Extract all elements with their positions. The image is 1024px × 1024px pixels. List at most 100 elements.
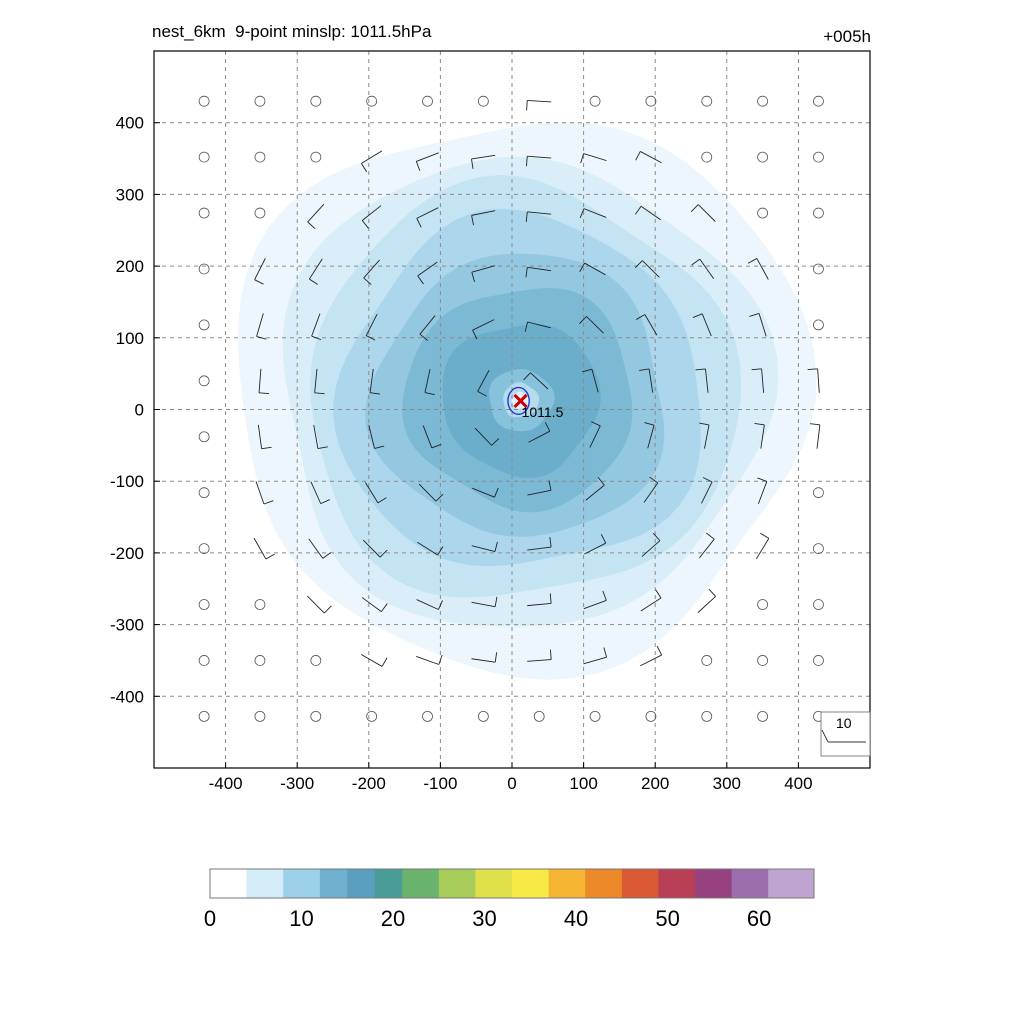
- colorbar-segment-4: [347, 869, 376, 898]
- calm-marker-122: [757, 207, 768, 219]
- x-tick-label-7: 300: [713, 774, 741, 793]
- colorbar-segment-16: [768, 869, 815, 898]
- wind-barb-flag-41: [370, 392, 381, 395]
- wind-barb-flag-38: [361, 220, 369, 229]
- calm-marker-48: [422, 95, 433, 107]
- calm-marker-132: [813, 95, 824, 107]
- wind-barb-126: [760, 424, 765, 449]
- wind-barb-20: [253, 537, 267, 560]
- wind-barb-flag-93: [602, 590, 607, 601]
- wind-barb-flag-55: [435, 493, 444, 502]
- wind-barb-flag-89: [582, 368, 593, 373]
- wind-barb-flag-76: [524, 321, 528, 332]
- wind-barb-flag-117: [708, 588, 716, 597]
- wind-barb-30: [313, 424, 319, 449]
- y-tick-label-6: -200: [110, 544, 144, 563]
- x-tick-label-2: -200: [352, 774, 386, 793]
- wind-barb-flag-67: [494, 487, 499, 498]
- wind-barb-66: [474, 427, 493, 446]
- x-tick-label-4: 0: [507, 774, 516, 793]
- colorbar-tick-label-2: 20: [381, 906, 405, 931]
- wind-barb-19: [255, 481, 265, 505]
- wind-barb-flag-17: [259, 392, 270, 395]
- wind-barb-flag-50: [416, 218, 422, 228]
- calm-marker-1: [198, 151, 210, 163]
- wind-barb-67: [472, 487, 495, 498]
- wind-barb-flag-42: [374, 445, 385, 449]
- wind-barb-flag-82: [550, 649, 552, 660]
- wind-barb-55: [418, 483, 437, 502]
- calm-marker-3: [198, 263, 210, 275]
- wind-barb-90: [589, 425, 601, 448]
- wind-barb-flag-80: [549, 537, 552, 548]
- wind-barb-flag-101: [639, 368, 650, 371]
- wind-barb-85: [583, 153, 607, 162]
- wind-barb-flag-123: [747, 258, 758, 264]
- wind-barb-112: [701, 313, 712, 337]
- wind-barb-flag-18: [261, 446, 272, 450]
- calm-marker-0: [198, 95, 210, 107]
- wind-barb-69: [471, 601, 496, 608]
- colorbar-tick-label-6: 60: [747, 906, 771, 931]
- colorbar-tick-label-3: 30: [472, 906, 496, 931]
- wind-barb-flag-99: [635, 260, 643, 268]
- calm-marker-36: [366, 95, 378, 107]
- calm-marker-34: [310, 655, 322, 666]
- wind-barb-flag-65: [477, 390, 487, 397]
- calm-marker-96: [645, 95, 657, 107]
- wind-barb-52: [419, 315, 436, 335]
- wind-barb-18: [257, 424, 263, 449]
- x-tick-label-6: 200: [641, 774, 669, 793]
- wind-barb-flag-15: [254, 279, 264, 285]
- calm-marker-142: [813, 655, 824, 666]
- calm-marker-21: [254, 599, 266, 610]
- storm-center-marker-stroke: [513, 393, 528, 408]
- x-tick-label-5: 100: [569, 774, 597, 793]
- colorbar-tick-label-1: 10: [289, 906, 313, 931]
- wind-barb-flag-52: [419, 333, 428, 341]
- calm-marker-133: [813, 151, 824, 163]
- wind-barb-49: [416, 152, 439, 162]
- calm-marker-2: [198, 207, 210, 219]
- wind-barb-114: [704, 424, 710, 449]
- calm-marker-131: [757, 710, 768, 722]
- wind-barb-100: [644, 314, 658, 336]
- calm-marker-11: [198, 710, 210, 722]
- forecast-hour-label: +005h: [823, 27, 871, 46]
- calm-marker-129: [757, 599, 768, 610]
- wind-barb-138: [816, 424, 821, 449]
- wind-barb-98: [640, 205, 662, 221]
- wind-barb-flag-91: [597, 477, 605, 486]
- wind-barb-flag-40: [366, 335, 376, 341]
- y-tick-label-7: -300: [110, 616, 144, 635]
- wind-barb-91: [585, 484, 605, 501]
- wind-barb-33: [307, 595, 325, 614]
- wind-barb-flag-113: [695, 368, 706, 371]
- wind-barb-flag-51: [417, 275, 424, 285]
- wind-barb-26: [307, 203, 325, 223]
- calm-marker-109: [701, 151, 713, 163]
- calm-marker-24: [310, 95, 322, 107]
- wind-barb-flag-30: [317, 446, 328, 450]
- wind-barb-flag-102: [644, 422, 655, 426]
- wind-barb-flag-106: [656, 645, 663, 656]
- calm-marker-60: [477, 95, 489, 107]
- wind-barb-32: [308, 538, 324, 559]
- wind-barb-flag-73: [526, 156, 528, 167]
- colorbar-segment-0: [210, 869, 248, 898]
- colorbar-segment-15: [731, 869, 769, 898]
- wind-barb-70: [471, 658, 496, 663]
- wind-barb-flag-61: [471, 158, 474, 169]
- chart-title: nest_6km 9-point minslp: 1011.5hPa: [152, 22, 432, 41]
- wind-barb-116: [698, 538, 715, 559]
- calm-marker-8: [198, 543, 210, 554]
- colorbar-segment-11: [585, 869, 623, 898]
- wind-barb-99: [642, 260, 660, 278]
- calm-marker-83: [533, 710, 545, 722]
- calm-marker-84: [589, 95, 601, 107]
- calm-marker-136: [813, 319, 824, 331]
- axis-ticks: -400 -300 -200 -100 0 100 200 300 400 400 300 200 10…: [110, 114, 813, 793]
- wind-barb-40: [365, 313, 378, 336]
- colorbar-segment-12: [621, 869, 659, 898]
